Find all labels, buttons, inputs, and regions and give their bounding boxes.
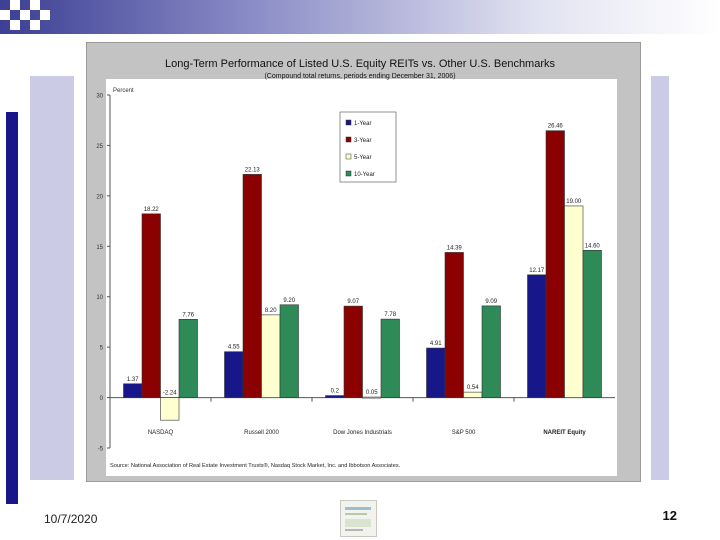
page-number: 12 xyxy=(662,508,677,523)
title-bar-gradient xyxy=(0,0,720,34)
thumbnail-image xyxy=(340,500,377,537)
right-lavender-panel xyxy=(651,76,669,480)
checker-square xyxy=(40,10,50,20)
chart-subtitle: (Compound total returns, periods ending … xyxy=(264,73,456,80)
checker-square xyxy=(10,0,20,10)
checker-square xyxy=(30,20,40,30)
chart-title: Long-Term Performance of Listed U.S. Equ… xyxy=(164,58,556,70)
left-accent-bar xyxy=(6,112,18,504)
left-lavender-panel xyxy=(30,76,74,480)
checker-square xyxy=(10,20,20,30)
checker-square xyxy=(0,10,10,20)
checker-square xyxy=(30,0,40,10)
checker-square xyxy=(20,10,30,20)
plot-area xyxy=(106,79,617,476)
slide-date: 10/7/2020 xyxy=(44,512,98,526)
